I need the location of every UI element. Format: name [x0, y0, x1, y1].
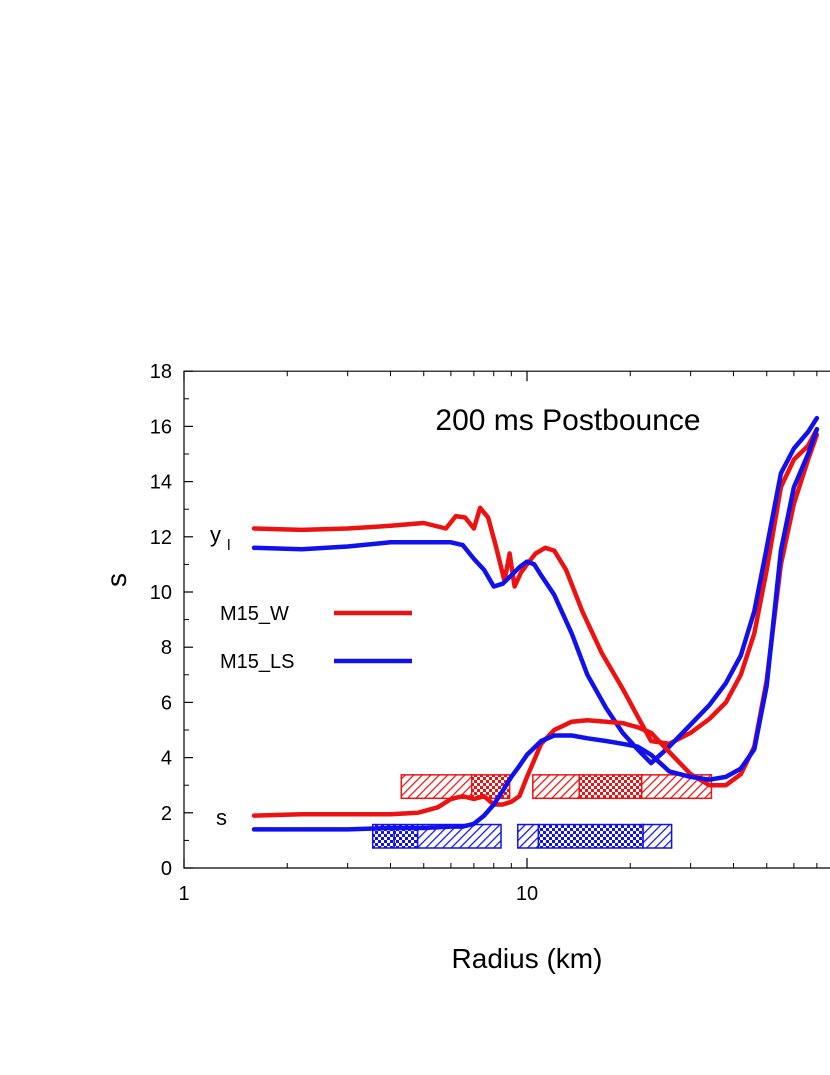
axes: 0 2 4 6 8 10 12 14 16 18 1 10 — [150, 361, 830, 905]
y-tick-label: 4 — [161, 748, 172, 770]
legend-label-m15-ls: M15_LS — [220, 651, 295, 673]
bar-segment-m15-ls-3 — [517, 823, 540, 849]
series-line-m15-ls-y-l — [251, 415, 820, 766]
series-line-m15-w-s — [251, 432, 820, 818]
x-tick-label: 1 — [178, 883, 189, 905]
y-tick-label: 18 — [150, 361, 172, 383]
plot-curves — [251, 415, 820, 832]
annotation-label: 200 ms Postbounce — [435, 404, 700, 437]
x-axis-title: Radius (km) — [452, 943, 603, 974]
bar-segment-m15-w-3 — [578, 774, 643, 800]
x-tick-label: 10 — [516, 883, 538, 905]
curve-label-yl: y l — [210, 522, 230, 554]
curve-label-yl-main: y — [210, 522, 221, 547]
y-tick-label: 16 — [150, 416, 172, 438]
shaded-region-bars — [371, 774, 713, 849]
bar-segment-m15-ls-5 — [642, 823, 673, 849]
legend: M15_W M15_LS — [220, 603, 412, 673]
series-line-m15-ls-s — [251, 426, 820, 832]
series-line-m15-w-y-l — [251, 426, 820, 747]
y-tick-label: 12 — [150, 527, 172, 549]
y-tick-label: 6 — [161, 692, 172, 714]
curve-label-yl-sub: l — [227, 537, 230, 554]
legend-label-m15-w: M15_W — [220, 603, 289, 625]
y-tick-label: 8 — [161, 637, 172, 659]
curve-labels: y l s — [210, 522, 230, 830]
y-axis-title: s — [101, 573, 132, 587]
bar-segment-m15-w-2 — [532, 774, 580, 800]
y-tick-label: 2 — [161, 803, 172, 825]
y-tick-label: 0 — [161, 858, 172, 880]
y-tick-label: 14 — [150, 472, 172, 494]
y-tick-label: 10 — [150, 582, 172, 604]
bar-segment-m15-ls-4 — [537, 823, 644, 849]
curve-label-s: s — [216, 805, 227, 830]
